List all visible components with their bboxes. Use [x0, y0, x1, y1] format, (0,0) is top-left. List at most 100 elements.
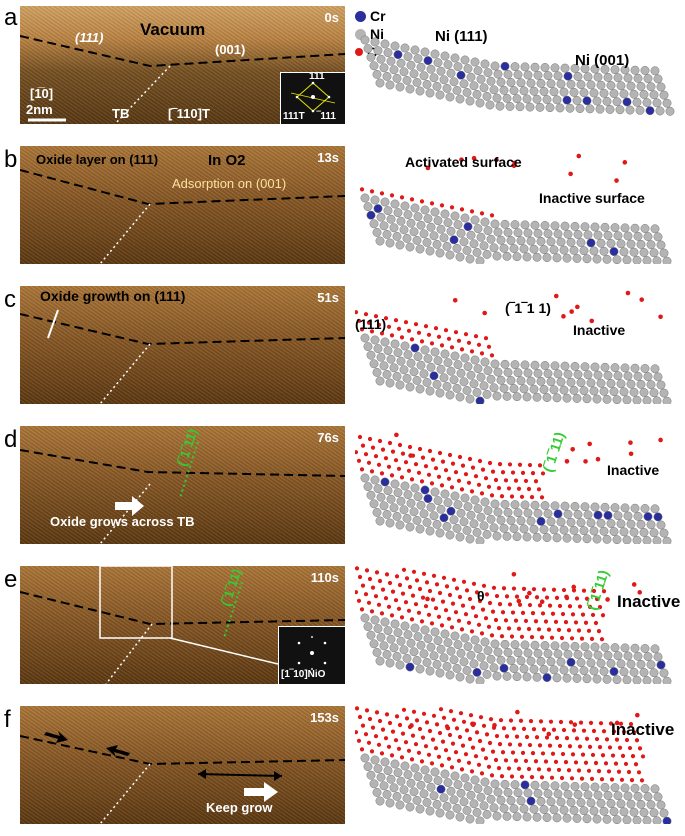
oxygen-atom — [639, 778, 645, 783]
metal-atom — [486, 514, 496, 524]
metal-atom — [563, 71, 573, 81]
oxygen-atom — [383, 316, 389, 321]
metal-atom — [546, 237, 556, 247]
adsorbed-oxygen-atom — [511, 571, 517, 577]
adsorbed-oxygen-atom — [494, 157, 499, 163]
metal-atom — [496, 795, 506, 805]
metal-atom — [460, 773, 470, 783]
oxygen-atom — [544, 735, 550, 740]
oxygen-atom — [390, 449, 396, 454]
metal-atom — [366, 52, 376, 62]
oxygen-atom — [640, 754, 646, 759]
metal-atom — [430, 487, 440, 497]
metal-atom — [519, 524, 529, 534]
oxygen-atom — [370, 445, 376, 450]
oxygen-atom — [489, 493, 495, 498]
metal-atom — [513, 368, 523, 378]
metal-atom — [606, 659, 616, 668]
adsorbed-oxygen-atom — [587, 441, 592, 447]
oxygen-atom — [540, 471, 546, 476]
metal-atom — [379, 781, 389, 791]
metal-atom — [519, 86, 529, 96]
metal-atom — [576, 238, 586, 248]
oxygen-atom — [481, 723, 487, 728]
metal-atom — [429, 231, 439, 241]
metal-atom — [490, 639, 500, 649]
metal-atom — [506, 516, 516, 525]
metal-atom — [603, 510, 613, 520]
metal-atom — [602, 394, 612, 404]
label-1-10: [1̅0] — [30, 86, 54, 101]
oxygen-atom — [373, 454, 379, 459]
oxygen-atom — [541, 587, 547, 592]
oxygen-atom — [443, 328, 449, 333]
metal-atom — [506, 796, 516, 805]
metal-atom — [466, 650, 476, 660]
metal-atom — [405, 84, 415, 94]
metal-atom — [600, 782, 610, 792]
metal-atom — [532, 672, 542, 682]
metal-atom — [509, 86, 519, 96]
metal-atom — [662, 676, 672, 686]
oxygen-atom — [539, 635, 545, 640]
adsorbed-oxygen-atom — [583, 459, 588, 464]
metal-atom — [636, 239, 646, 249]
oxygen-atom — [420, 455, 426, 460]
metal-atom — [550, 781, 560, 791]
metal-atom — [399, 505, 409, 515]
metal-atom — [422, 79, 432, 89]
oxygen-atom — [433, 466, 439, 471]
metal-atom — [559, 805, 569, 815]
metal-atom — [432, 239, 442, 249]
oxygen-atom — [359, 467, 365, 472]
oxygen-atom — [403, 460, 409, 465]
oxygen-atom — [529, 775, 535, 780]
oxygen-atom — [579, 636, 585, 641]
oxygen-atom — [359, 327, 365, 332]
metal-atom — [630, 783, 640, 793]
metal-atom — [393, 50, 403, 60]
metal-atom — [439, 373, 449, 383]
metal-atom — [385, 658, 395, 668]
metal-atom — [462, 525, 472, 535]
metal-atom — [506, 376, 516, 385]
metal-atom — [583, 510, 593, 520]
model-f: Inactive — [347, 706, 675, 826]
metal-atom — [530, 640, 540, 650]
time-f: 153s — [310, 710, 339, 725]
metal-atom — [473, 224, 483, 234]
metal-atom — [606, 379, 616, 388]
oxygen-atom — [527, 742, 533, 748]
metal-atom — [392, 73, 402, 83]
oxygen-atom — [476, 482, 482, 487]
metal-atom — [495, 101, 505, 111]
metal-atom — [445, 250, 455, 260]
metal-atom — [436, 66, 446, 76]
metal-atom — [465, 674, 475, 684]
metal-atom — [592, 96, 602, 106]
metal-atom — [609, 387, 619, 397]
metal-atom — [446, 68, 456, 78]
metal-atom — [435, 90, 445, 100]
metal-atom — [545, 103, 555, 113]
oxygen-atom — [379, 471, 385, 476]
adsorbed-oxygen-atom — [452, 298, 458, 303]
metal-atom — [373, 344, 383, 354]
metal-atom — [650, 644, 660, 654]
oxygen-atom — [386, 324, 392, 329]
oxygen-atom — [394, 714, 400, 719]
oxygen-atom — [556, 627, 562, 633]
oxygen-atom — [553, 619, 559, 624]
metal-atom — [632, 535, 642, 545]
metal-atom — [400, 341, 410, 351]
metal-atom — [642, 536, 652, 546]
metal-atom — [422, 237, 432, 247]
oxygen-atom — [400, 451, 406, 456]
metal-atom — [510, 500, 520, 510]
metal-atom — [463, 362, 473, 372]
oxygen-atom — [503, 478, 509, 483]
oxygen-atom — [531, 587, 537, 592]
oxygen-atom — [518, 718, 524, 723]
metal-atom — [516, 796, 526, 806]
metal-atom — [522, 672, 532, 682]
